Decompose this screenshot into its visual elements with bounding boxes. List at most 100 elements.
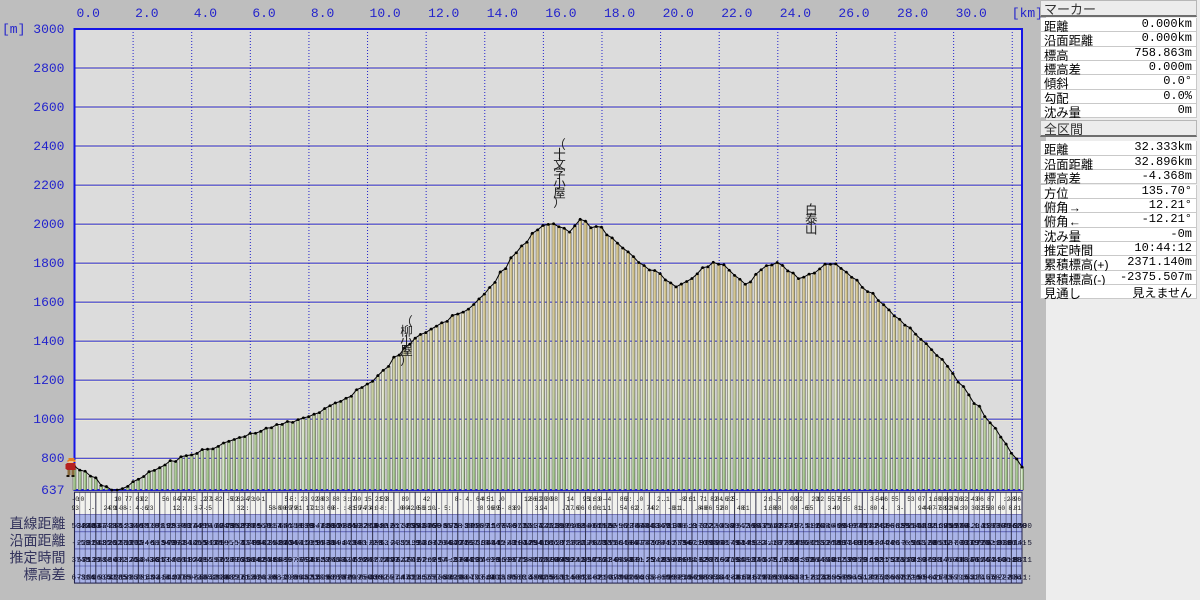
- svg-text:61: 61: [742, 505, 750, 512]
- svg-text::8: :8: [476, 505, 484, 512]
- svg-text:14.0: 14.0: [487, 6, 518, 21]
- svg-text:26.0: 26.0: [838, 6, 869, 21]
- svg-text:直線距離: 直線距離: [10, 515, 66, 531]
- svg-text:61: 61: [689, 496, 697, 503]
- svg-text:8-: 8-: [455, 496, 462, 503]
- svg-text:46: 46: [881, 496, 889, 503]
- svg-text:8:: 8:: [380, 505, 387, 512]
- svg-text:.0: .0: [497, 496, 505, 503]
- svg-text:02: 02: [652, 505, 660, 512]
- svg-text:03: 03: [322, 496, 330, 503]
- svg-text:12: 12: [817, 496, 825, 503]
- svg-text:05: 05: [189, 496, 197, 503]
- svg-text:07: 07: [918, 496, 926, 503]
- svg-text:51: 51: [487, 496, 495, 503]
- svg-text:）: ）: [553, 196, 566, 210]
- svg-text:6.0: 6.0: [252, 6, 275, 21]
- svg-text:89: 89: [402, 496, 410, 503]
- svg-text:38: 38: [987, 505, 995, 512]
- svg-text:1800: 1800: [33, 256, 64, 271]
- svg-text::5: :5: [205, 505, 213, 512]
- svg-text:8.0: 8.0: [311, 6, 334, 21]
- svg-text:1000: 1000: [33, 412, 64, 427]
- svg-text:68: 68: [774, 505, 782, 512]
- svg-text:22: 22: [795, 496, 803, 503]
- svg-text:86: 86: [705, 505, 713, 512]
- svg-text::0: :0: [77, 496, 85, 503]
- svg-text:4.: 4.: [465, 496, 472, 503]
- svg-text:80: 80: [870, 505, 878, 512]
- svg-text:.0: .0: [636, 496, 644, 503]
- svg-text:16.0: 16.0: [545, 6, 576, 21]
- svg-text:96: 96: [1014, 496, 1022, 503]
- svg-text:87: 87: [987, 496, 995, 503]
- svg-text:637: 637: [41, 483, 64, 498]
- svg-text:93: 93: [72, 505, 80, 512]
- svg-text:1400: 1400: [33, 334, 64, 349]
- svg-text:88: 88: [332, 496, 340, 503]
- svg-text:14: 14: [567, 496, 575, 503]
- svg-text:18.0: 18.0: [604, 6, 635, 21]
- svg-text:.5: .5: [774, 496, 782, 503]
- svg-text:10.0: 10.0: [370, 6, 401, 21]
- svg-text:55: 55: [891, 496, 899, 503]
- svg-text:.1: .1: [604, 505, 612, 512]
- svg-text:55: 55: [843, 496, 851, 503]
- svg-text:1--5: 1--5: [1014, 540, 1033, 548]
- svg-text:標高差: 標高差: [24, 567, 66, 583]
- svg-text:2800: 2800: [33, 61, 64, 76]
- svg-text:49: 49: [833, 505, 841, 512]
- svg-text:12.0: 12.0: [428, 6, 459, 21]
- svg-text:1200: 1200: [33, 373, 64, 388]
- svg-text:1.: 1.: [678, 505, 685, 512]
- svg-text:2400: 2400: [33, 139, 64, 154]
- svg-text::3: :3: [316, 505, 324, 512]
- svg-text:5-: 5-: [497, 505, 504, 512]
- svg-text:2000: 2000: [33, 217, 64, 232]
- svg-text:4.0: 4.0: [194, 6, 217, 21]
- svg-text:10: 10: [114, 496, 122, 503]
- svg-text:42: 42: [423, 496, 431, 503]
- svg-text:山: 山: [805, 222, 818, 236]
- svg-text:55: 55: [806, 505, 814, 512]
- svg-text:[m]: [m]: [2, 22, 25, 37]
- svg-text:.:: .:: [178, 505, 185, 512]
- svg-text:2200: 2200: [33, 178, 64, 193]
- svg-text:2.: 2.: [636, 505, 643, 512]
- svg-text:.1: .1: [662, 496, 670, 503]
- svg-text:90: 90: [354, 496, 362, 503]
- svg-text:28.0: 28.0: [897, 6, 928, 21]
- svg-text:94: 94: [540, 505, 548, 512]
- svg-text:08: 08: [790, 505, 798, 512]
- svg-text:5:: 5:: [444, 505, 451, 512]
- svg-text:81: 81: [295, 505, 303, 512]
- svg-text:39: 39: [960, 505, 968, 512]
- svg-text:2.0: 2.0: [135, 6, 158, 21]
- svg-text:::: ::: [242, 505, 249, 512]
- svg-text:30.0: 30.0: [956, 6, 987, 21]
- svg-text:06: 06: [577, 505, 585, 512]
- svg-text:8.11: 8.11: [1014, 557, 1033, 565]
- svg-text:4.: 4.: [881, 505, 888, 512]
- svg-text:5.1:: 5.1:: [1014, 574, 1032, 582]
- svg-text:3.: 3.: [386, 496, 393, 503]
- svg-text:沿面距離: 沿面距離: [10, 532, 66, 548]
- svg-text:24.0: 24.0: [780, 6, 811, 21]
- svg-text:1600: 1600: [33, 295, 64, 310]
- svg-text:53: 53: [907, 496, 915, 503]
- svg-text:2600: 2600: [33, 100, 64, 115]
- svg-text:800: 800: [41, 451, 64, 466]
- svg-text:3:: 3:: [625, 496, 632, 503]
- svg-text:56: 56: [162, 496, 170, 503]
- svg-text:）: ）: [400, 354, 413, 368]
- svg-text:98: 98: [551, 496, 559, 503]
- svg-text:20.0: 20.0: [663, 6, 694, 21]
- svg-text:-1: -1: [258, 496, 266, 503]
- svg-text:23: 23: [300, 496, 308, 503]
- svg-text:-4: -4: [604, 496, 612, 503]
- svg-text::.: :.: [859, 505, 866, 512]
- svg-text:71: 71: [700, 496, 708, 503]
- svg-text:推定時間: 推定時間: [10, 550, 66, 566]
- svg-text:23: 23: [146, 505, 154, 512]
- svg-text:69: 69: [513, 505, 521, 512]
